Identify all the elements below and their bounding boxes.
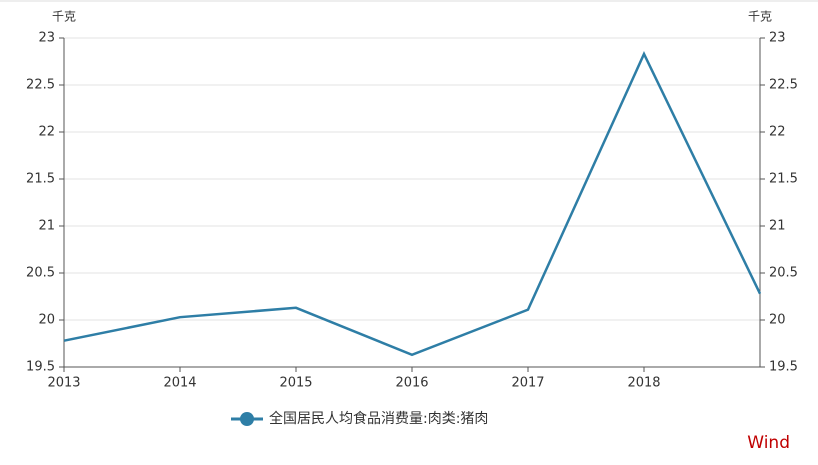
y2-unit: 千克 [748, 10, 772, 24]
y2-tick-label: 20 [769, 313, 786, 328]
y2-tick-label: 22.5 [769, 78, 798, 93]
y-tick-label: 22.5 [26, 78, 55, 93]
x-tick-label: 2014 [163, 376, 196, 391]
y-unit: 千克 [52, 10, 76, 24]
y2-tick-label: 21.5 [769, 172, 798, 187]
watermark: Wind [747, 433, 790, 453]
y-tick-label: 21.5 [26, 172, 55, 187]
x-tick-label: 2013 [47, 376, 80, 391]
x-tick-label: 2017 [511, 376, 544, 391]
y-tick-label: 22 [38, 125, 55, 140]
y-tick-label: 21 [38, 219, 55, 234]
legend-label: 全国居民人均食品消费量:肉类:猪肉 [269, 410, 488, 427]
y-tick-label: 20.5 [26, 266, 55, 281]
x-tick-label: 2016 [395, 376, 428, 391]
data-line [63, 51, 762, 357]
y2-tick-label: 21 [769, 219, 786, 234]
y-tick-label: 23 [38, 31, 55, 46]
x-tick-label: 2018 [627, 376, 660, 391]
y-tick-label: 20 [38, 313, 55, 328]
y2-tick-label: 22 [769, 125, 786, 140]
y2-tick-label: 19.5 [769, 360, 798, 375]
x-tick-label: 2015 [279, 376, 312, 391]
legend-marker [240, 412, 254, 426]
y2-tick-label: 20.5 [769, 266, 798, 281]
y2-tick-label: 23 [769, 31, 786, 46]
y-tick-label: 19.5 [26, 360, 55, 375]
